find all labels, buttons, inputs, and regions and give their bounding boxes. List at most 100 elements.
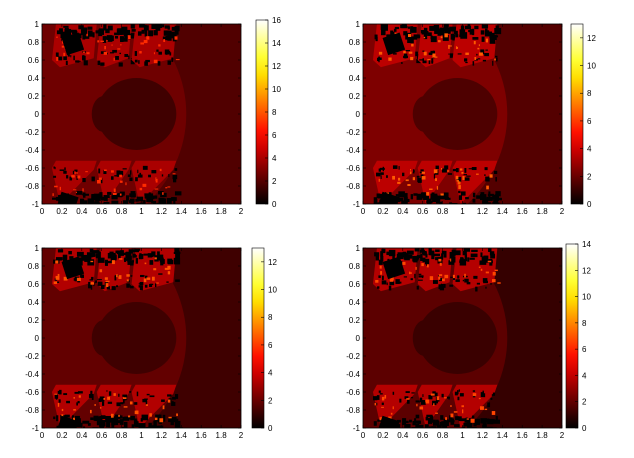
fractal-speck: [381, 275, 384, 280]
fractal-speck: [89, 279, 94, 281]
x-tick-label: 1: [139, 431, 144, 440]
x-tick-label: 1.2: [477, 207, 489, 216]
fractal-highlight: [384, 394, 387, 399]
fractal-highlight: [59, 186, 61, 191]
fractal-speck: [438, 201, 443, 204]
fractal-speck: [141, 29, 145, 34]
fractal-speck: [453, 256, 456, 263]
fractal-speck: [63, 25, 69, 28]
fractal-highlight: [61, 408, 64, 412]
fractal-speck: [416, 193, 423, 200]
fractal-speck: [376, 172, 381, 177]
fractal-speck: [372, 396, 378, 401]
fractal-speck: [128, 55, 130, 60]
fractal-highlight: [438, 40, 441, 43]
x-tick-label: 1.6: [196, 207, 208, 216]
fractal-highlight: [113, 393, 116, 396]
fractal-speck: [406, 250, 414, 255]
fractal-highlight: [440, 36, 443, 39]
fractal-highlight: [453, 411, 458, 413]
fractal-highlight: [470, 418, 475, 423]
fractal-speck: [57, 390, 60, 394]
fractal-highlight: [436, 186, 439, 190]
fractal-highlight: [107, 396, 111, 400]
fractal-speck: [397, 252, 404, 260]
fractal-speck: [115, 414, 121, 419]
fractal-speck: [77, 391, 83, 394]
fractal-speck: [102, 36, 107, 43]
fractal-highlight: [390, 276, 394, 281]
colorbar-tick-label: 6: [272, 131, 277, 140]
fractal-speck: [82, 55, 85, 59]
y-tick-label: 0.2: [28, 92, 40, 101]
fractal-highlight: [122, 397, 127, 399]
subplot-3: 0 0.2 0.4 0.6 0.8 1 1.2 1.4 1.6 1.8 2 1 0.8 0.6 0.4 0.2…: [25, 244, 277, 440]
fractal-highlight: [423, 36, 426, 39]
fractal-speck: [131, 29, 136, 32]
colorbar-tick-label: 0: [587, 200, 592, 209]
fractal-speck: [68, 251, 72, 255]
fractal-highlight: [392, 406, 394, 410]
fractal-speck: [114, 175, 118, 177]
fractal-speck: [55, 257, 63, 261]
x-tick-label: 0.6: [417, 431, 429, 440]
fractal-speck: [108, 416, 112, 421]
colorbar-tick-label: 10: [272, 85, 281, 94]
fractal-speck: [64, 28, 72, 36]
fractal-speck: [470, 427, 477, 428]
fractal-speck: [167, 60, 172, 65]
fractal-speck: [444, 28, 450, 32]
fractal-highlight: [104, 169, 107, 172]
fractal-speck: [482, 59, 487, 62]
fractal-speck: [116, 285, 119, 288]
fractal-speck: [106, 390, 108, 392]
fractal-highlight: [433, 169, 438, 174]
fractal-speck: [412, 169, 415, 174]
fractal-speck: [373, 421, 377, 426]
fractal-speck: [91, 176, 95, 182]
fractal-speck: [433, 173, 436, 179]
fractal-highlight: [409, 271, 411, 275]
fractal-highlight: [390, 412, 393, 415]
fractal-highlight: [119, 193, 122, 196]
fractal-speck: [147, 253, 153, 258]
fractal-speck: [53, 175, 57, 178]
fractal-speck: [86, 252, 92, 259]
fractal-speck: [420, 401, 426, 405]
fractal-speck: [441, 168, 447, 173]
y-tick-label: 0.8: [28, 262, 40, 271]
fractal-highlight: [441, 278, 445, 282]
y-tick-label: -0.4: [25, 370, 39, 379]
fractal-highlight: [466, 418, 469, 420]
fractal-highlight: [485, 271, 489, 274]
colorbar-tick-label: 12: [582, 266, 591, 275]
fractal-speck: [446, 29, 450, 33]
fractal-speck: [386, 282, 388, 286]
colorbar-tick-label: 0: [268, 424, 273, 433]
fractal-speck: [451, 203, 458, 204]
fractal-speck: [495, 25, 499, 30]
fractal-highlight: [430, 393, 435, 396]
fractal-speck: [496, 202, 500, 204]
fractal-highlight: [474, 57, 477, 60]
colorbar-tick-label: 0: [272, 200, 277, 209]
fractal-highlight: [99, 269, 103, 273]
fractal-speck: [472, 192, 476, 198]
fractal-speck: [401, 25, 408, 29]
fractal-speck: [466, 175, 471, 177]
fractal-highlight: [111, 44, 113, 46]
x-tick-label: 0: [40, 207, 45, 216]
fractal-highlight: [106, 40, 108, 42]
fractal-highlight: [125, 182, 127, 186]
fractal-speck: [381, 280, 387, 285]
fractal-speck: [480, 252, 483, 258]
fractal-speck: [406, 254, 413, 259]
central-lobe: [91, 96, 116, 132]
fractal-speck: [115, 35, 119, 39]
fractal-speck: [481, 36, 485, 42]
fractal-speck: [158, 191, 164, 195]
fractal-highlight: [421, 263, 424, 267]
y-tick-label: -0.4: [346, 370, 360, 379]
fractal-speck: [422, 394, 424, 397]
fractal-highlight: [427, 59, 431, 61]
